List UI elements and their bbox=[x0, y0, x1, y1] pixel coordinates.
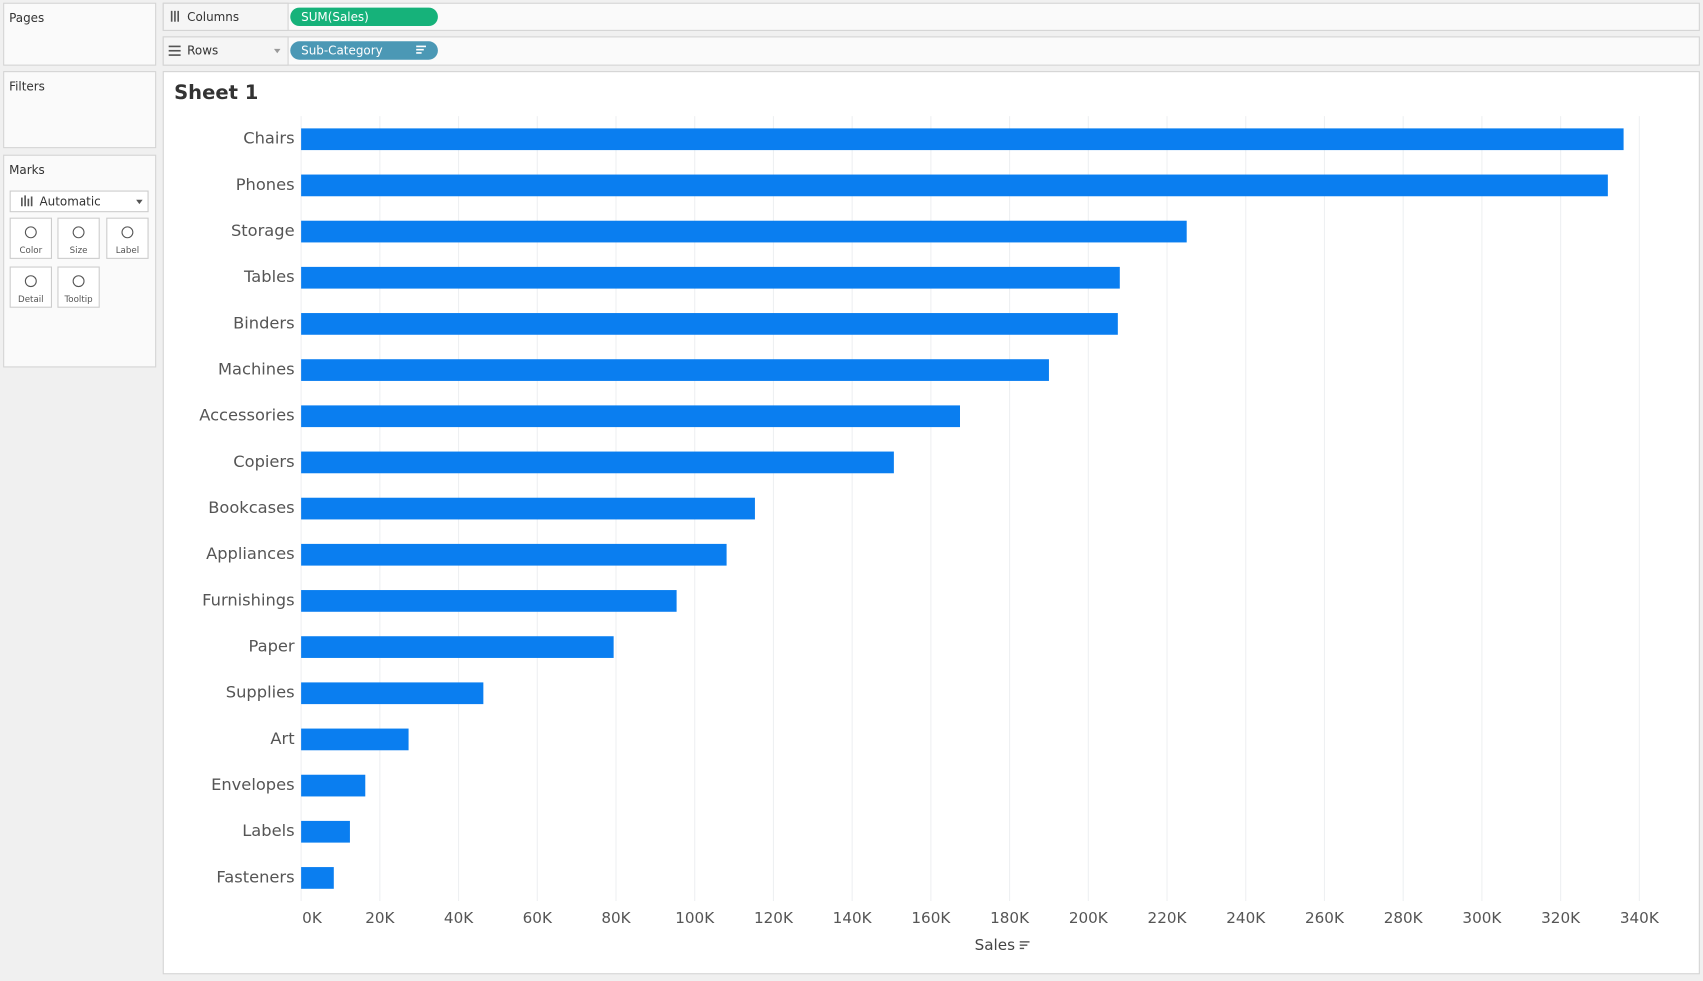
x-tick-label: 240K bbox=[1226, 909, 1266, 927]
y-tick-label: Binders bbox=[233, 313, 294, 332]
axis-sort-icon bbox=[1019, 941, 1030, 950]
x-tick-label: 0K bbox=[302, 909, 323, 927]
bar-icon bbox=[21, 195, 33, 207]
x-tick-label: 80K bbox=[601, 909, 631, 927]
mark-button-label: Color bbox=[19, 246, 42, 256]
x-tick-label: 200K bbox=[1069, 909, 1109, 927]
bar bbox=[301, 266, 1120, 289]
mark-button-label: Tooltip bbox=[63, 295, 93, 305]
mark-button-label: Size bbox=[70, 246, 88, 256]
y-tick-label: Fasteners bbox=[216, 867, 294, 886]
bar bbox=[301, 820, 350, 843]
bar bbox=[301, 128, 1624, 151]
chart-title: Sheet 1 bbox=[174, 81, 258, 104]
x-tick-label: 60K bbox=[523, 909, 553, 927]
y-tick-label: Copiers bbox=[233, 452, 294, 471]
x-tick-label: 280K bbox=[1384, 909, 1424, 927]
y-tick-label: Labels bbox=[242, 821, 294, 840]
bar bbox=[301, 405, 960, 428]
pages-card bbox=[3, 2, 157, 66]
bar bbox=[301, 313, 1118, 335]
mark-button-label: Detail bbox=[18, 295, 44, 305]
bar bbox=[301, 867, 334, 889]
y-tick-label: Machines bbox=[218, 360, 295, 379]
y-tick-label: Paper bbox=[249, 637, 295, 656]
mark-button-icon bbox=[24, 275, 37, 288]
x-tick-label: 40K bbox=[444, 909, 474, 927]
mark-button-icon bbox=[24, 226, 37, 239]
x-tick-label: 220K bbox=[1148, 909, 1188, 927]
y-tick-label: Chairs bbox=[243, 129, 294, 148]
columns-label: Columns bbox=[187, 10, 239, 24]
filters-card bbox=[3, 71, 157, 149]
bar bbox=[301, 359, 1049, 381]
marks-card bbox=[3, 154, 157, 368]
x-tick-label: 100K bbox=[675, 909, 715, 927]
y-tick-label: Storage bbox=[231, 221, 295, 240]
rows-icon bbox=[168, 45, 181, 56]
y-tick-label: Tables bbox=[243, 267, 295, 286]
mark-type-dropdown[interactable] bbox=[9, 190, 149, 213]
x-tick-label: 20K bbox=[365, 909, 395, 927]
rows-pill[interactable] bbox=[290, 41, 438, 60]
y-tick-label: Phones bbox=[236, 175, 295, 194]
x-tick-label: 340K bbox=[1620, 909, 1660, 927]
bar bbox=[301, 590, 677, 612]
x-tick-label: 140K bbox=[833, 909, 873, 927]
mark-button-icon bbox=[72, 226, 85, 239]
bar bbox=[301, 636, 614, 658]
bar bbox=[301, 682, 484, 705]
x-tick-label: 260K bbox=[1305, 909, 1345, 927]
mark-button-icon bbox=[121, 226, 134, 239]
pages-title: Pages bbox=[9, 11, 44, 25]
x-tick-label: 120K bbox=[754, 909, 794, 927]
bar bbox=[301, 451, 894, 474]
dropdown-arrow bbox=[136, 199, 143, 205]
y-tick-label: Art bbox=[270, 729, 294, 748]
x-tick-label: 300K bbox=[1462, 909, 1502, 927]
rows-label: Rows bbox=[187, 44, 218, 58]
bar bbox=[301, 497, 755, 520]
columns-pill[interactable] bbox=[290, 7, 438, 27]
bar bbox=[301, 174, 1608, 197]
x-tick-label: 180K bbox=[990, 909, 1030, 927]
columns-pill-text: SUM(Sales) bbox=[301, 10, 369, 24]
filters-title: Filters bbox=[9, 79, 45, 93]
sort-icon bbox=[416, 45, 426, 54]
columns-label-area bbox=[162, 2, 289, 31]
rows-pill-text: Sub-Category bbox=[301, 44, 383, 58]
x-axis-title: Sales bbox=[975, 936, 1016, 954]
rows-label-area bbox=[162, 36, 289, 66]
bar bbox=[301, 220, 1187, 243]
y-tick-label: Furnishings bbox=[202, 590, 294, 609]
mark-button-label: Label bbox=[116, 246, 139, 256]
y-tick-label: Bookcases bbox=[208, 498, 294, 517]
y-tick-label: Accessories bbox=[199, 406, 294, 425]
columns-icon bbox=[170, 10, 179, 22]
y-tick-label: Supplies bbox=[226, 683, 295, 702]
mark-type: Automatic bbox=[40, 194, 101, 208]
bar bbox=[301, 543, 727, 566]
marks-title: Marks bbox=[9, 163, 45, 177]
bar bbox=[301, 774, 366, 797]
x-tick-label: 160K bbox=[911, 909, 951, 927]
rows-dropdown bbox=[273, 48, 281, 54]
y-tick-label: Appliances bbox=[206, 544, 295, 563]
x-tick-label: 320K bbox=[1541, 909, 1581, 927]
mark-button-icon bbox=[72, 275, 85, 288]
bar bbox=[301, 728, 409, 751]
y-tick-label: Envelopes bbox=[211, 775, 294, 794]
